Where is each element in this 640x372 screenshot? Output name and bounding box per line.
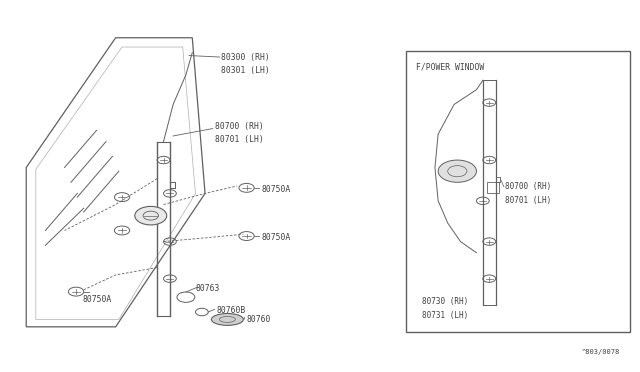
- Text: 80300 (RH): 80300 (RH): [221, 52, 270, 62]
- Text: ^803/0078: ^803/0078: [582, 349, 620, 355]
- Text: 80730 (RH): 80730 (RH): [422, 297, 468, 306]
- Text: 80750A: 80750A: [261, 185, 291, 194]
- Text: 80750A: 80750A: [83, 295, 112, 304]
- Text: 80763: 80763: [195, 284, 220, 293]
- Text: 80701 (LH): 80701 (LH): [214, 135, 264, 144]
- Text: 80701 (LH): 80701 (LH): [505, 196, 552, 205]
- Circle shape: [135, 206, 167, 225]
- Text: 80301 (LH): 80301 (LH): [221, 65, 270, 74]
- Bar: [406, 51, 630, 333]
- Ellipse shape: [211, 314, 243, 326]
- Circle shape: [438, 160, 476, 182]
- Text: 80700 (RH): 80700 (RH): [214, 122, 264, 131]
- Text: 80760B: 80760B: [216, 306, 246, 315]
- Text: 80760: 80760: [246, 315, 271, 324]
- Text: F/POWER WINDOW: F/POWER WINDOW: [416, 62, 484, 71]
- Text: 80731 (LH): 80731 (LH): [422, 311, 468, 320]
- Bar: [487, 182, 499, 193]
- Text: 80700 (RH): 80700 (RH): [505, 182, 552, 191]
- Text: 80750A: 80750A: [261, 234, 291, 243]
